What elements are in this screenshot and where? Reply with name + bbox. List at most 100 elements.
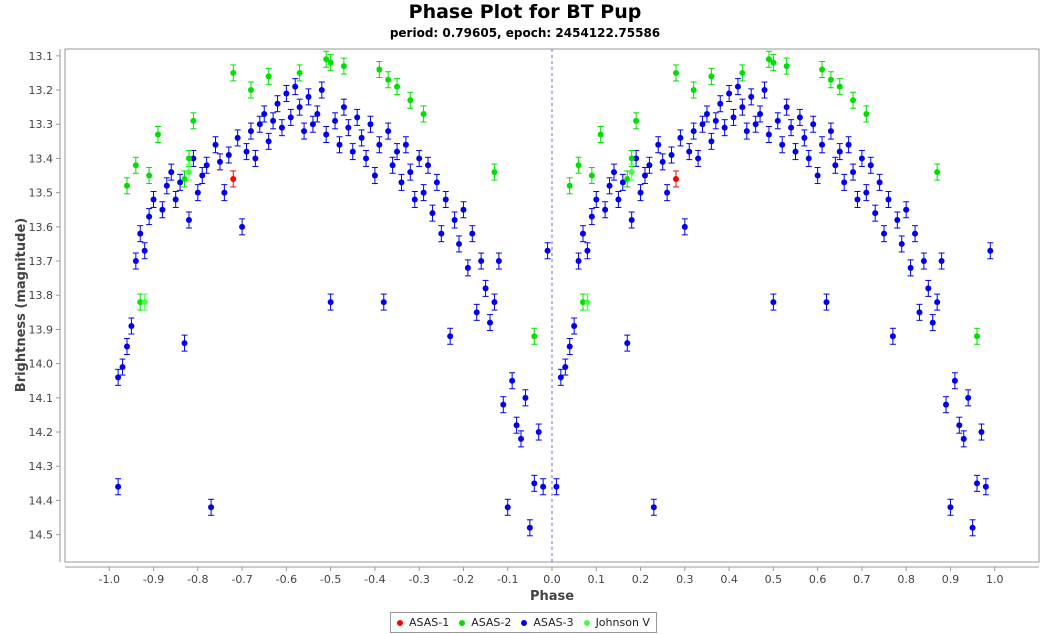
data-point: [974, 333, 981, 340]
x-tick-label: 0.2: [632, 573, 650, 586]
data-point: [376, 66, 383, 73]
data-point: [947, 504, 954, 511]
data-point: [788, 124, 795, 131]
legend-marker: [397, 619, 403, 626]
data-point: [292, 83, 299, 90]
data-point: [380, 299, 387, 306]
y-tick-label: 13.6: [29, 221, 54, 234]
data-point: [460, 206, 467, 213]
data-point: [898, 240, 905, 247]
data-point: [708, 138, 715, 145]
data-point: [150, 196, 157, 203]
data-point: [606, 182, 613, 189]
data-point: [141, 299, 148, 306]
data-point: [526, 524, 533, 531]
data-point: [243, 148, 250, 155]
data-point: [367, 121, 374, 128]
phase-plot-chart: -1.0 -0.9 -0.8 -0.7 -0.6 -0.5 -0.4 -0.3 -0.2 -0.1…: [14, 48, 1040, 604]
data-point: [881, 230, 888, 237]
data-point: [779, 141, 786, 148]
data-point: [783, 63, 790, 70]
data-point: [433, 179, 440, 186]
data-point: [925, 285, 932, 292]
data-point: [770, 299, 777, 306]
data-point: [247, 128, 254, 135]
y-tick-label: 13.5: [29, 187, 54, 200]
data-point: [531, 333, 538, 340]
x-tick-label: -0.3: [408, 573, 429, 586]
data-point: [597, 131, 604, 138]
data-point: [730, 114, 737, 121]
data-point: [128, 323, 135, 330]
data-point: [916, 309, 923, 316]
data-point: [336, 141, 343, 148]
data-point: [858, 155, 865, 162]
data-point: [296, 69, 303, 76]
data-point: [230, 69, 237, 76]
y-tick-label: 13.9: [29, 323, 54, 336]
data-point: [181, 175, 188, 182]
data-point: [943, 401, 950, 408]
data-point: [827, 128, 834, 135]
x-tick-label: -0.1: [497, 573, 518, 586]
data-point: [323, 131, 330, 138]
data-point: [509, 377, 516, 384]
data-point: [340, 104, 347, 111]
series-johnson-v: [141, 163, 635, 311]
chart-legend: ASAS-1 ASAS-2 ASAS-3 Johnson V: [390, 612, 657, 633]
data-point: [863, 110, 870, 117]
legend-item: ASAS-1: [397, 616, 449, 629]
legend-item: ASAS-2: [459, 616, 511, 629]
data-point: [796, 114, 803, 121]
data-point: [690, 128, 697, 135]
data-point: [867, 162, 874, 169]
data-point: [699, 121, 706, 128]
data-point: [230, 175, 237, 182]
data-point: [628, 217, 635, 223]
legend-item: ASAS-3: [521, 616, 574, 629]
data-point: [221, 189, 228, 196]
data-point: [628, 169, 635, 176]
data-point: [801, 134, 808, 141]
data-point: [146, 213, 153, 220]
data-point: [695, 155, 702, 162]
data-point: [664, 189, 671, 196]
x-tick-label: 1.0: [986, 573, 1004, 586]
data-point: [270, 117, 277, 124]
data-point: [456, 240, 463, 247]
data-point: [234, 134, 241, 141]
data-point: [982, 483, 989, 490]
y-tick-label: 14.0: [29, 358, 54, 371]
data-point: [748, 93, 755, 100]
data-point: [385, 76, 392, 83]
data-point: [283, 90, 290, 97]
data-point: [447, 333, 454, 340]
data-point: [872, 210, 879, 217]
data-point: [690, 87, 697, 94]
x-tick-label: -0.8: [187, 573, 208, 586]
data-point: [969, 524, 976, 531]
legend-label: ASAS-3: [533, 616, 574, 629]
data-point: [655, 141, 662, 148]
data-point: [938, 258, 945, 265]
x-tick-label: -0.7: [231, 573, 252, 586]
plot-area: [64, 48, 1040, 563]
y-tick-label: 14.2: [29, 426, 54, 439]
x-tick-label: -0.5: [320, 573, 341, 586]
data-point: [398, 179, 405, 186]
data-point: [518, 435, 525, 442]
data-point: [420, 189, 427, 196]
x-tick-label: 0.1: [588, 573, 606, 586]
data-point: [584, 247, 591, 254]
data-point: [624, 175, 631, 182]
data-point: [544, 247, 551, 254]
data-point: [686, 148, 693, 155]
data-point: [836, 83, 843, 90]
x-tick-label: -0.4: [364, 573, 385, 586]
data-point: [216, 158, 223, 165]
x-tick-label: 0.6: [809, 573, 827, 586]
data-point: [438, 230, 445, 237]
data-point: [327, 59, 334, 66]
data-point: [239, 223, 246, 230]
data-point: [261, 110, 268, 117]
